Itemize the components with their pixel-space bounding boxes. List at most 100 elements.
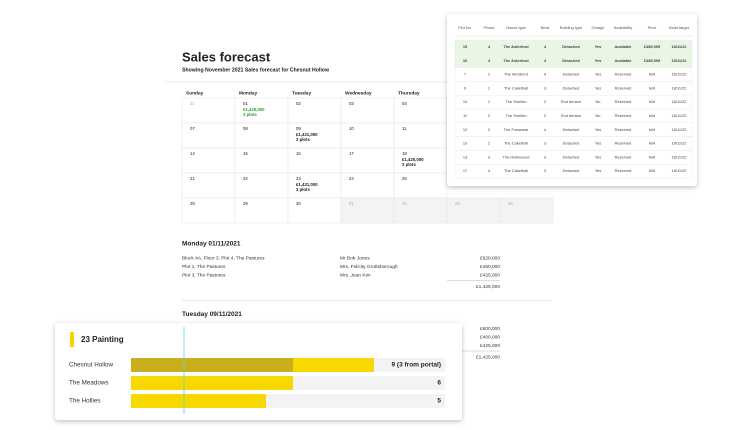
day-cell: [181, 172, 236, 199]
day-plots: 3 plots: [402, 162, 416, 167]
date: 03: [455, 201, 460, 206]
bar-value: 5: [437, 398, 441, 405]
table-cell: End terrace: [561, 99, 581, 104]
day-total: £1,425,000: [476, 354, 500, 360]
day-cell: [499, 197, 554, 224]
table-cell: £385,995: [644, 58, 661, 63]
table-cell: Yes: [595, 154, 601, 159]
column-header: Garage: [592, 25, 605, 30]
buyer-name: Mrs. Felicity Grottsborough: [340, 264, 398, 270]
bar: [131, 376, 293, 390]
day-plots: 3 plots: [296, 187, 310, 192]
date: 15: [243, 151, 248, 156]
date: 23: [296, 176, 301, 181]
table-cell: Detached: [563, 154, 580, 159]
table-cell: Detached: [563, 141, 580, 146]
column-header: Building type: [560, 25, 582, 30]
table-cell: End terrace: [561, 113, 581, 118]
table-cell: No: [596, 113, 601, 118]
date: 21: [190, 176, 195, 181]
table-cell: 11: [463, 113, 467, 118]
day-cell: [446, 197, 501, 224]
table-cell: 3: [544, 168, 546, 173]
date: 31: [190, 101, 195, 106]
bar: [131, 394, 266, 408]
table-cell: Reserved: [615, 127, 632, 132]
day-cell: [181, 197, 236, 224]
table-cell: N/A: [649, 141, 656, 146]
day-amount: £1,425,000: [402, 157, 424, 162]
date: 28: [190, 201, 195, 206]
table-cell: Reserved: [615, 168, 632, 173]
date: 03: [349, 101, 354, 106]
table-cell: The Snelton: [506, 99, 527, 104]
date: 25: [402, 176, 407, 181]
table-cell: Reserved: [615, 85, 632, 90]
weekday: Tuesday: [292, 90, 311, 96]
plots-table: Plot No. Phase House type Beds Building type…: [454, 25, 693, 179]
table-cell: N/A: [649, 168, 656, 173]
row-label: Chesnut Hollow: [69, 362, 114, 369]
column-header: Build target: [669, 25, 690, 30]
table-cell: No: [596, 99, 601, 104]
table-cell: 13: [463, 141, 467, 146]
bar-direct: [131, 358, 293, 372]
column-header: Availability: [614, 25, 632, 30]
day-heading: Tuesday 09/11/2021: [182, 311, 242, 318]
buyer-name: Mr Bob Jones: [340, 255, 370, 261]
day-details: Monday 01/11/2021 Block 4A, Floor 3, Plot…: [182, 241, 552, 360]
day-cell: [234, 197, 289, 224]
weekday: Wednesday: [345, 90, 372, 96]
day-cell: [287, 147, 342, 174]
day-heading: Monday 01/11/2021: [182, 241, 241, 248]
table-cell: 2: [544, 99, 546, 104]
day-plots: 3 plots: [296, 137, 310, 142]
table-cell: 18/11/22: [672, 127, 687, 132]
plots-table-card: Plot No. Phase House type Beds Building type…: [447, 14, 697, 186]
date: 10: [349, 126, 354, 131]
table-cell: 4: [488, 44, 491, 49]
column-header: Plot No.: [458, 25, 472, 30]
table-cell: Reserved: [615, 72, 632, 77]
table-cell: 1: [488, 85, 490, 90]
table-cell: 2: [488, 127, 490, 132]
card-title: 23 Painting: [81, 335, 124, 344]
plot-item: Plot 3, The Pastures: [182, 272, 226, 278]
table-cell: N/A: [649, 113, 656, 118]
day-cell: [234, 122, 289, 149]
column-header: Price: [648, 25, 657, 30]
day-cell: [393, 122, 448, 149]
day-cell: [287, 172, 342, 199]
day-cell: [234, 172, 289, 199]
table-cell: 2: [544, 113, 546, 118]
table-cell: The Cakethall: [504, 141, 528, 146]
date: 16: [296, 151, 301, 156]
table-cell: 17: [463, 168, 467, 173]
date: 18: [402, 151, 407, 156]
date: 01: [349, 201, 354, 206]
weekday: Monday: [239, 90, 257, 96]
date: 30: [296, 201, 301, 206]
table-cell: The Wordford: [504, 72, 528, 77]
table-cell: 18/11/22: [672, 168, 687, 173]
bar-value: 9 (3 from portal): [392, 362, 441, 369]
table-cell: Reserved: [615, 99, 632, 104]
weekday: Thursday: [398, 90, 420, 96]
table-cell: 18/11/22: [672, 72, 687, 77]
table-cell: 1: [488, 72, 490, 77]
table-cell: 7: [464, 72, 466, 77]
table-cell: 18/11/22: [672, 99, 687, 104]
table-cell: Detached: [563, 168, 580, 173]
table-cell: £385,995: [644, 44, 661, 49]
table-cell: The Hollinwood: [503, 154, 530, 159]
day-amount: £1,425,000: [243, 107, 265, 112]
table-cell: Yes: [595, 72, 601, 77]
table-cell: N/A: [649, 72, 656, 77]
page-title: Sales forecast: [182, 49, 271, 64]
table-cell: 18/11/22: [672, 85, 687, 90]
table-cell: N/A: [649, 127, 656, 132]
table-cell: The Snelton: [506, 113, 527, 118]
day-cell: [181, 122, 236, 149]
